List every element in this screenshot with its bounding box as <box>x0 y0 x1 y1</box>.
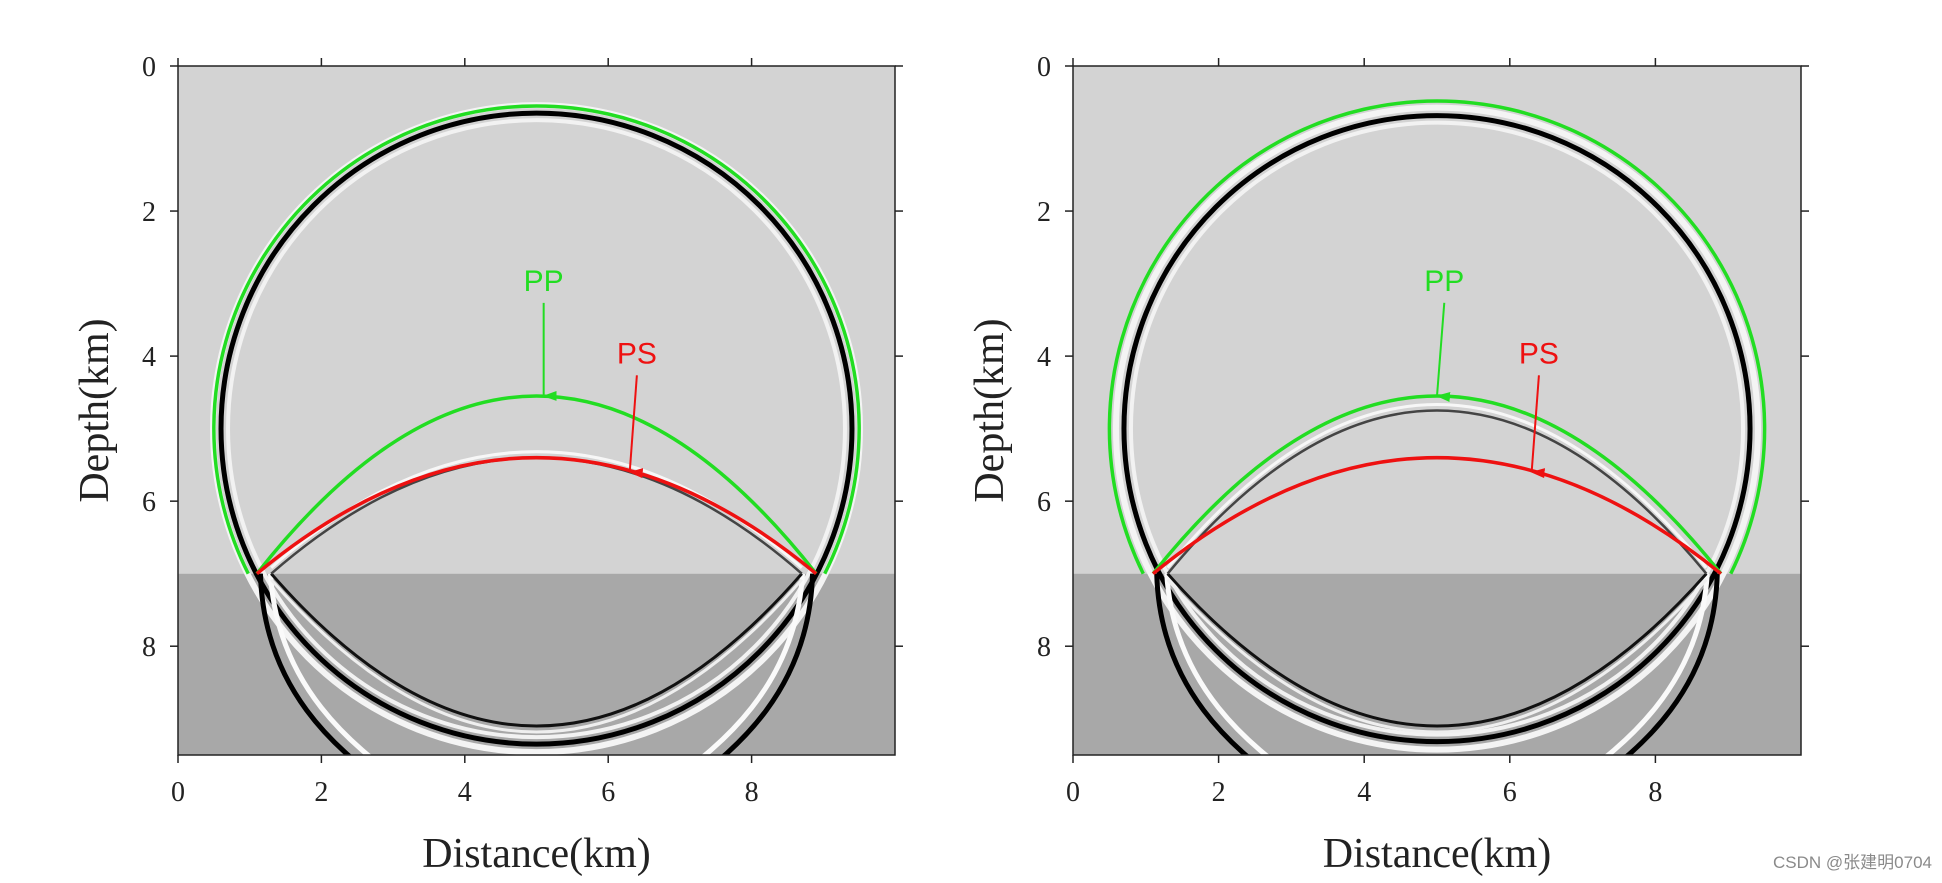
pp-direct-curve <box>1107 99 1767 575</box>
x-tick-label: 0 <box>171 777 185 808</box>
transmitted-wave-right <box>1624 573 1720 755</box>
y-tick-label: 2 <box>142 197 156 228</box>
transmitted-halo-right <box>1604 573 1710 755</box>
lower-layer <box>178 573 895 755</box>
y-tick-label: 6 <box>1037 487 1051 518</box>
pp-direct-curve <box>212 104 861 575</box>
x-tick-label: 4 <box>458 777 472 808</box>
wavefront-inner-halo <box>1128 120 1746 737</box>
transmitted-halo-left <box>267 573 372 755</box>
direct-wavefront <box>218 110 855 747</box>
y-tick-label: 2 <box>1037 197 1051 228</box>
ps-curve <box>255 455 818 576</box>
annotation-label-pp: PP <box>524 265 564 298</box>
y-tick-label: 8 <box>1037 632 1051 663</box>
watermark-text: CSDN @张建明0704 <box>1773 853 1932 872</box>
reflected-arc-halo <box>1166 403 1708 569</box>
y-tick-label: 0 <box>142 52 156 83</box>
transmitted-wave-right <box>721 573 816 755</box>
ps-curve <box>1151 456 1723 576</box>
x-tick-label: 8 <box>1648 777 1662 808</box>
panel-1: PP PS 0 2 4 6 8 0 2 4 6 8 Distance(km) Depth(km) <box>72 52 903 877</box>
annotation-label-ps: PS <box>617 337 657 370</box>
x-axis-title: Distance(km) <box>1323 831 1552 877</box>
panel-2: PP PS 0 2 4 6 8 0 2 4 6 8 Distance(km) Depth(km) <box>967 52 1809 877</box>
lower-arc <box>270 572 803 728</box>
pp-reflection-curve <box>255 394 818 575</box>
x-tick-label: 6 <box>1503 777 1517 808</box>
axes-frame <box>177 65 896 756</box>
upper-layer <box>1073 66 1801 574</box>
y-tick-label: 6 <box>142 487 156 518</box>
annotation-label-ps: PS <box>1519 337 1559 370</box>
annotation-arrow-ps <box>1530 375 1545 479</box>
x-tick-label: 2 <box>314 777 328 808</box>
direct-wavefront <box>1121 113 1753 745</box>
lower-arc-halo <box>270 578 803 734</box>
y-tick-label: 8 <box>142 632 156 663</box>
lower-arc <box>1166 572 1708 728</box>
reflected-arc <box>1166 409 1708 575</box>
y-tick-label: 4 <box>1037 342 1051 373</box>
plot-area <box>178 66 895 755</box>
annotation-label-pp: PP <box>1424 265 1464 298</box>
transmitted-wave-left <box>257 573 352 755</box>
x-tick-label: 6 <box>601 777 615 808</box>
wavefront-halo <box>1112 104 1762 753</box>
x-tick-label: 4 <box>1357 777 1371 808</box>
annotation-arrow-ps <box>628 375 644 479</box>
annotation-arrow-pp <box>1436 302 1451 402</box>
y-axis-title: Depth(km) <box>72 318 118 502</box>
x-tick-label: 2 <box>1212 777 1226 808</box>
y-tick-label: 0 <box>1037 52 1051 83</box>
y-tick-label: 4 <box>142 342 156 373</box>
lower-arc-halo <box>1166 578 1708 734</box>
x-tick-label: 0 <box>1066 777 1080 808</box>
x-axis-title: Distance(km) <box>422 831 651 877</box>
upper-layer <box>178 66 895 574</box>
y-axis-title: Depth(km) <box>967 318 1013 502</box>
axes-frame <box>1072 65 1802 756</box>
transmitted-halo-right <box>701 573 806 755</box>
wavefront-inner-halo <box>226 118 847 740</box>
transmitted-halo-left <box>1164 573 1270 755</box>
plot-area <box>1073 66 1801 755</box>
x-tick-label: 8 <box>745 777 759 808</box>
transmitted-wave-left <box>1154 573 1250 755</box>
